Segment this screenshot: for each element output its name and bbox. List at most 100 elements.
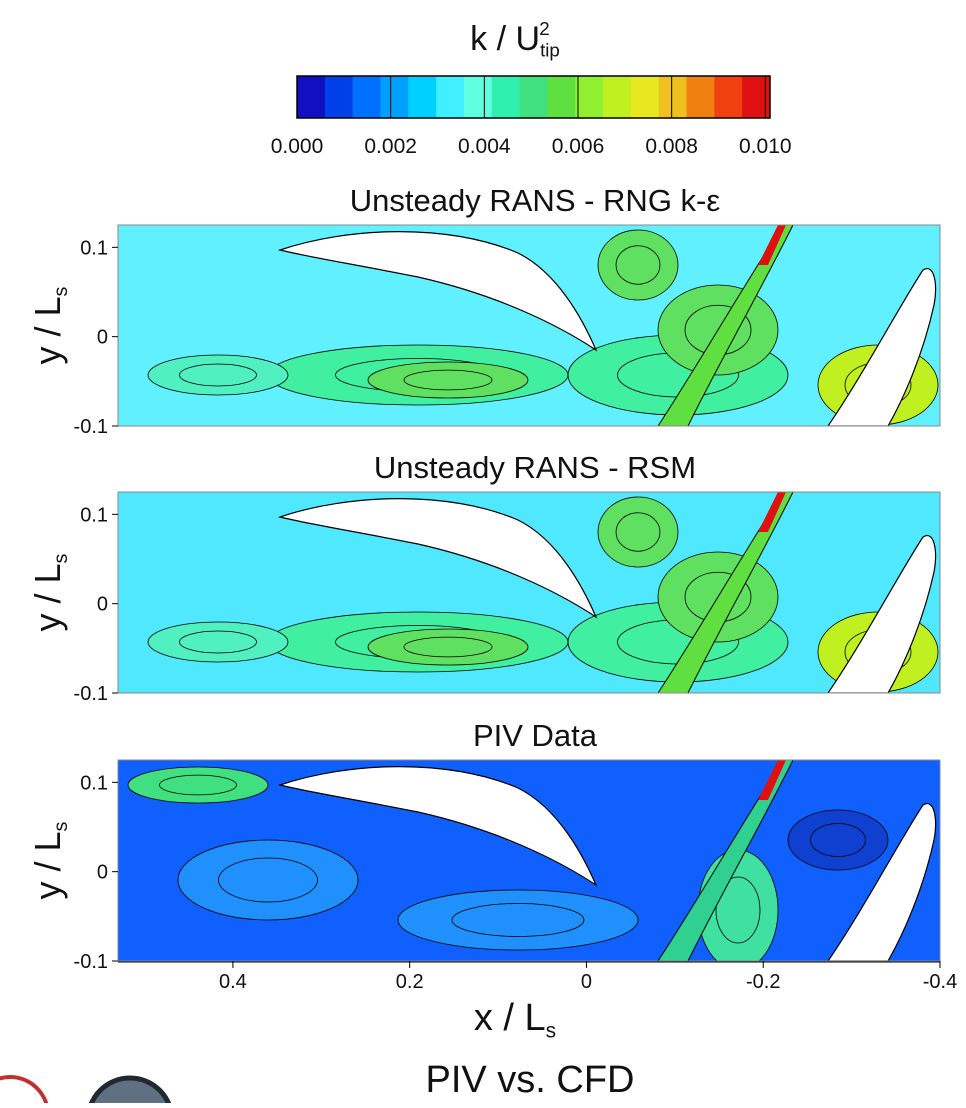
contour-region xyxy=(597,229,679,301)
contour-region xyxy=(397,889,639,951)
colorbar-band xyxy=(575,76,604,118)
colorbar-band xyxy=(658,76,688,118)
contour-region xyxy=(810,823,866,857)
colorbar-band xyxy=(714,76,743,118)
wake xyxy=(657,760,794,961)
contour-region xyxy=(715,876,761,944)
y-tick-label: 0 xyxy=(97,594,108,616)
panel-frame xyxy=(117,491,941,694)
contour-field xyxy=(118,492,940,693)
colorbar-band xyxy=(519,76,548,118)
x-axis-label: x / Ls xyxy=(474,997,556,1042)
colorbar-band xyxy=(630,76,660,118)
colorbar-title-sub: tip xyxy=(540,40,560,61)
y-axis-label-base: y / L xyxy=(27,296,68,364)
x-axis-label-sub: s xyxy=(546,1019,556,1042)
contour-region xyxy=(179,630,257,654)
y-axis-label: y / Ls xyxy=(27,286,72,364)
blade xyxy=(827,268,937,426)
logo xyxy=(0,1075,50,1108)
panel-title: Unsteady RANS - RNG k-ε xyxy=(350,183,721,218)
colorbar-tick-label: 0.006 xyxy=(552,135,605,158)
blade xyxy=(827,803,937,961)
y-axis-label-sub: s xyxy=(50,821,72,831)
contour-region xyxy=(615,245,661,285)
y-axis-label-base: y / L xyxy=(27,563,68,631)
y-axis-label: y / Ls xyxy=(27,553,72,631)
x-tick-label: -0.2 xyxy=(746,971,780,993)
contour-region xyxy=(127,766,269,804)
y-tick-label: -0.1 xyxy=(74,951,108,973)
colorbar-band xyxy=(324,76,354,118)
x-axis-label-base: x / L xyxy=(474,997,546,1039)
contour-region xyxy=(177,839,359,921)
contour-panel xyxy=(118,760,940,961)
contour-region xyxy=(179,363,257,387)
contour-region xyxy=(159,774,237,796)
colorbar-title: k / Utip2 xyxy=(470,18,560,61)
colorbar-band xyxy=(380,76,409,118)
x-tick-label: 0.4 xyxy=(219,971,247,993)
colorbar-tick-label: 0.008 xyxy=(645,135,698,158)
colorbar-tick-label: 0.004 xyxy=(458,135,511,158)
blade xyxy=(277,498,598,619)
y-axis-label-base: y / L xyxy=(27,831,68,899)
colorbar-band xyxy=(742,76,771,118)
contour-region xyxy=(403,369,493,391)
wake-core xyxy=(758,225,786,265)
contour-region xyxy=(367,628,529,666)
contour-region xyxy=(451,903,585,937)
contour-region xyxy=(218,857,318,903)
blade xyxy=(827,535,937,693)
contour-region xyxy=(147,354,289,396)
y-axis-label-sub: s xyxy=(50,553,72,563)
wake-core xyxy=(758,760,786,800)
contour-region xyxy=(597,496,679,568)
contour-region xyxy=(403,636,493,658)
colorbar-band xyxy=(297,76,326,118)
colorbar-band xyxy=(603,76,632,118)
colorbar-band xyxy=(436,76,465,118)
contour-region xyxy=(147,621,289,663)
contour-field xyxy=(118,225,940,426)
x-tick-label: 0 xyxy=(581,971,592,993)
panel-title: Unsteady RANS - RSM xyxy=(374,450,696,485)
colorbar-band xyxy=(463,76,493,118)
y-tick-label: 0.1 xyxy=(80,772,108,794)
x-tick-label: 0.2 xyxy=(396,971,424,993)
y-tick-label: -0.1 xyxy=(74,683,108,705)
y-tick-label: 0.1 xyxy=(80,504,108,526)
colorbar-tick-label: 0.000 xyxy=(271,135,324,158)
contour-region xyxy=(367,361,529,399)
colorbar-band xyxy=(686,76,715,118)
x-tick-label: -0.4 xyxy=(923,971,957,993)
colorbar-title-sup: 2 xyxy=(539,18,549,39)
blade xyxy=(277,231,598,352)
colorbar-tick-label: 0.002 xyxy=(364,135,417,158)
logos xyxy=(0,1075,173,1108)
colorbar-band xyxy=(408,76,437,118)
colorbar-band xyxy=(352,76,381,118)
contour-panel xyxy=(118,225,940,426)
contour-panel xyxy=(118,492,940,693)
y-tick-label: 0 xyxy=(97,862,108,884)
y-tick-label: -0.1 xyxy=(74,416,108,438)
y-axis-label-sub: s xyxy=(50,286,72,296)
y-axis-label: y / Ls xyxy=(27,821,72,899)
panel-title: PIV Data xyxy=(473,718,598,753)
panel-frame xyxy=(117,224,941,427)
wake xyxy=(657,492,794,693)
contour-region xyxy=(615,512,661,552)
y-tick-label: 0.1 xyxy=(80,237,108,259)
panel-frame xyxy=(117,759,941,962)
colorbar-band xyxy=(491,76,521,118)
logo xyxy=(87,1075,173,1108)
colorbar-band xyxy=(547,76,576,118)
contour-region xyxy=(787,809,889,871)
wake xyxy=(657,225,794,426)
colorbar-tick-label: 0.010 xyxy=(739,135,792,158)
colorbar-title-base: k / U xyxy=(470,20,540,58)
wake-core xyxy=(758,492,786,532)
y-tick-label: 0 xyxy=(97,327,108,349)
